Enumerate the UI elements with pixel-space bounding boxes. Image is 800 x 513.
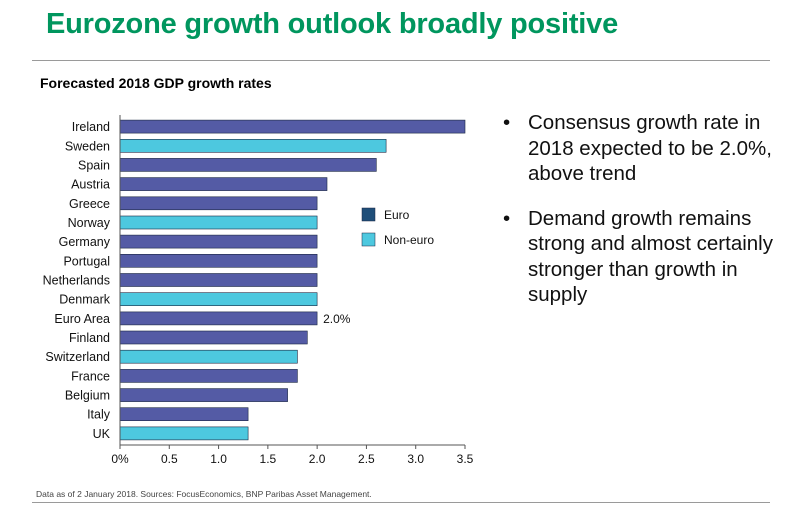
bullet-text: Consensus growth rate in 2018 expected t…	[528, 111, 772, 185]
category-label: Norway	[68, 216, 111, 230]
slide-title: Eurozone growth outlook broadly positive	[46, 8, 619, 40]
x-tick-label: 3.0	[407, 452, 424, 466]
category-label: Denmark	[59, 293, 110, 307]
bar	[119, 273, 318, 287]
source-note: Data as of 2 January 2018. Sources: Focu…	[36, 489, 372, 499]
category-label: Euro Area	[54, 312, 110, 326]
data-label: 2.0%	[323, 312, 351, 326]
bullet-list: • Consensus growth rate in 2018 expected…	[503, 110, 783, 327]
x-tick-label: 2.5	[358, 452, 375, 466]
x-tick-label: 2.0	[309, 452, 326, 466]
bar	[119, 139, 387, 153]
footer-divider	[32, 502, 770, 503]
bullet-dot-icon: •	[503, 111, 511, 134]
bar	[119, 234, 318, 249]
category-label: Spain	[78, 158, 110, 172]
bar	[119, 177, 328, 191]
category-label: Ireland	[72, 120, 110, 134]
category-label: Italy	[87, 408, 111, 422]
category-label: Netherlands	[43, 274, 110, 288]
bullet-dot-icon: •	[503, 206, 511, 230]
category-label: UK	[93, 427, 111, 441]
bullet-item: • Demand growth remains strong and almos…	[503, 206, 783, 308]
bar	[119, 196, 318, 211]
category-label: France	[71, 369, 110, 383]
category-label: Switzerland	[45, 350, 110, 364]
legend-swatch	[361, 232, 376, 247]
category-label: Sweden	[65, 139, 110, 153]
bar	[119, 388, 288, 402]
bar	[119, 254, 318, 268]
bar	[119, 330, 308, 345]
x-tick-label: 0%	[111, 452, 129, 466]
bar	[119, 158, 377, 172]
bar	[119, 292, 318, 307]
category-label: Finland	[69, 331, 110, 345]
category-label: Portugal	[63, 254, 110, 268]
title-divider	[32, 60, 770, 61]
bullet-item: • Consensus growth rate in 2018 expected…	[503, 110, 783, 187]
legend-label: Non-euro	[384, 233, 434, 247]
bar	[119, 407, 249, 422]
bar	[119, 311, 318, 326]
bar	[119, 349, 298, 364]
x-tick-label: 1.5	[260, 452, 277, 466]
category-label: Germany	[59, 235, 111, 249]
bar	[119, 215, 318, 230]
chart-title: Forecasted 2018 GDP growth rates	[40, 75, 272, 91]
bar	[119, 119, 466, 134]
bullet-text: Demand growth remains strong and almost …	[528, 206, 773, 307]
category-label: Belgium	[65, 389, 110, 403]
legend-swatch	[361, 207, 376, 222]
category-label: Austria	[71, 178, 110, 192]
x-tick-label: 3.5	[457, 452, 474, 466]
x-tick-label: 1.0	[210, 452, 227, 466]
category-label: Greece	[69, 197, 110, 211]
x-tick-label: 0.5	[161, 452, 178, 466]
bar	[119, 426, 249, 441]
bar	[119, 369, 298, 383]
legend-label: Euro	[384, 208, 410, 222]
